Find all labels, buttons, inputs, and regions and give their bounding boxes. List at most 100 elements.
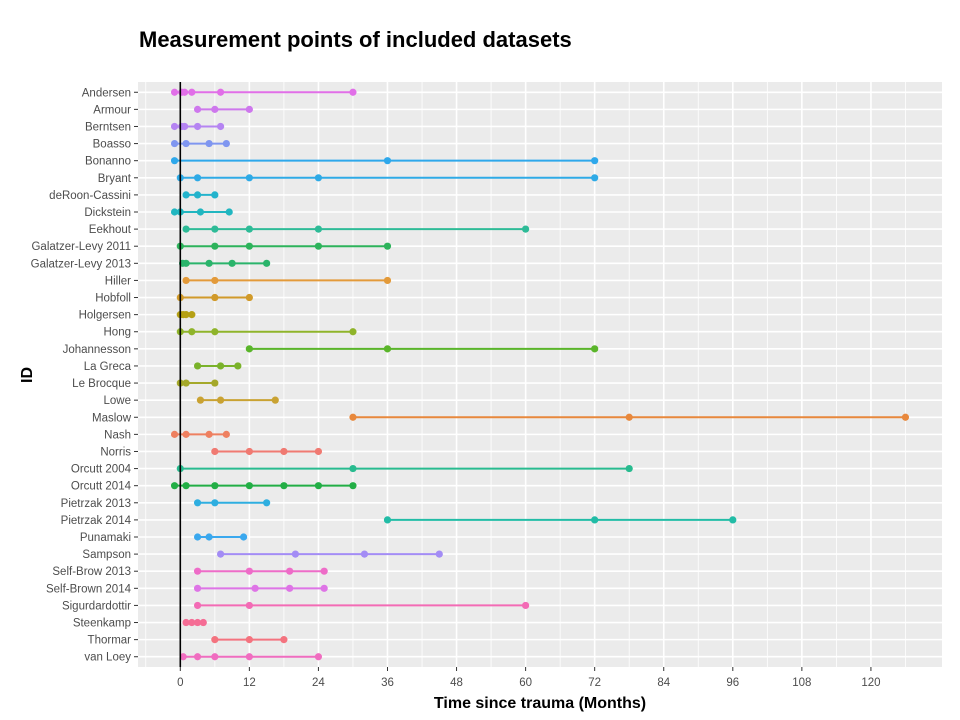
data-point <box>211 499 219 507</box>
y-tick-label: Self-Brown 2014 <box>46 583 132 595</box>
data-point <box>211 242 219 250</box>
y-tick-label: Le Brocque <box>72 378 131 390</box>
major-gridlines-y <box>138 91 942 658</box>
data-point <box>271 396 279 404</box>
data-point <box>280 636 288 644</box>
data-point <box>245 567 253 575</box>
data-point <box>181 88 189 96</box>
x-axis-title: Time since trauma (Months) <box>434 695 646 712</box>
series-punamaki <box>193 533 248 541</box>
y-tick-label: Johannesson <box>63 344 131 356</box>
y-tick-label: Norris <box>100 446 131 458</box>
series-deroon-cassini <box>182 191 219 199</box>
series-layer <box>170 88 910 661</box>
y-tick-label: Nash <box>104 429 131 441</box>
data-point <box>193 584 202 592</box>
data-point <box>349 464 357 473</box>
series-hiller <box>182 276 392 285</box>
y-tick-label: Pietrzak 2014 <box>61 515 132 527</box>
y-tick-label: Bryant <box>98 173 132 185</box>
y-tick-label: Steenkamp <box>73 618 131 630</box>
data-point <box>188 311 196 319</box>
data-point <box>314 225 323 233</box>
data-point <box>245 174 253 182</box>
data-point <box>211 653 219 661</box>
data-point <box>245 105 253 113</box>
x-tick-label: 48 <box>450 677 463 689</box>
y-tick-label: Punamaki <box>80 532 131 544</box>
data-point <box>320 567 328 575</box>
x-tick-label: 96 <box>726 677 739 689</box>
series-holgersen <box>176 311 196 319</box>
data-point <box>188 88 196 96</box>
x-tick-label: 60 <box>519 677 532 689</box>
y-tick-label: Maslow <box>92 412 132 424</box>
data-point <box>205 430 213 438</box>
y-tick-label: La Greca <box>84 361 132 373</box>
y-tick-label: deRoon-Cassini <box>49 190 131 202</box>
data-point <box>222 139 230 148</box>
data-point <box>314 174 323 182</box>
y-tick-label: Andersen <box>82 87 131 99</box>
data-point <box>245 225 253 233</box>
data-point <box>216 88 225 96</box>
data-point <box>383 276 392 285</box>
data-point <box>199 618 207 627</box>
x-tick-label: 108 <box>792 677 811 689</box>
data-point <box>591 345 599 353</box>
y-tick-label: Hiller <box>105 275 131 287</box>
data-point <box>234 362 242 370</box>
data-point <box>193 601 202 610</box>
data-point <box>383 157 392 165</box>
data-point <box>179 653 187 661</box>
series-galatzer-levy-2011 <box>176 242 392 250</box>
data-point <box>193 567 202 575</box>
series-steenkamp <box>182 618 207 627</box>
series-hobfoll <box>176 293 253 302</box>
data-point <box>245 601 253 610</box>
data-point <box>225 208 233 216</box>
data-point <box>314 482 323 490</box>
data-point <box>181 122 189 131</box>
y-tick-label: Boasso <box>93 139 131 151</box>
data-point <box>211 636 219 644</box>
y-axis-title: ID <box>19 367 36 383</box>
y-axis: Andersen Armour Berntsen Boasso Bonanno Bryan… <box>31 87 138 664</box>
data-point <box>205 259 213 267</box>
y-tick-label: Hong <box>104 327 132 339</box>
data-point <box>280 482 288 490</box>
data-point <box>196 208 205 216</box>
data-point <box>182 276 190 285</box>
data-point <box>211 379 219 387</box>
data-point <box>349 482 357 490</box>
series-sigurdardottir <box>193 601 530 610</box>
data-point <box>188 618 196 627</box>
data-point <box>193 122 202 131</box>
data-point <box>170 430 179 438</box>
data-point <box>182 430 190 438</box>
data-point <box>349 413 357 421</box>
data-point <box>625 413 633 421</box>
data-point <box>435 550 443 558</box>
data-point <box>251 584 259 592</box>
x-tick-label: 84 <box>657 677 670 689</box>
series-self-brow-2013 <box>193 567 328 575</box>
data-point <box>245 345 253 353</box>
y-tick-label: Hobfoll <box>95 293 131 305</box>
series-van-loey <box>179 653 323 661</box>
series-eekhout <box>182 225 530 233</box>
x-tick-label: 0 <box>177 677 183 689</box>
data-point <box>228 259 236 267</box>
data-point <box>170 139 179 148</box>
y-tick-label: Orcutt 2014 <box>71 481 132 493</box>
data-point <box>182 618 190 627</box>
y-tick-label: Eekhout <box>89 224 132 236</box>
data-point <box>205 533 213 541</box>
data-point <box>196 396 205 404</box>
y-tick-label: Galatzer-Levy 2011 <box>31 241 131 253</box>
data-point <box>170 157 179 165</box>
data-point <box>383 516 392 524</box>
data-point <box>193 174 202 182</box>
series-pietrzak-2013 <box>193 499 271 507</box>
data-point <box>211 105 219 113</box>
